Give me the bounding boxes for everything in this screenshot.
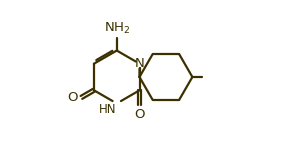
Text: HN: HN <box>99 103 116 116</box>
Text: N: N <box>135 57 145 70</box>
Text: NH$_2$: NH$_2$ <box>104 21 130 36</box>
Text: O: O <box>67 91 78 104</box>
Text: O: O <box>134 108 145 121</box>
